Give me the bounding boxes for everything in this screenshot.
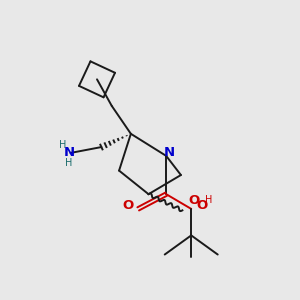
Text: O: O (188, 194, 199, 207)
Text: O: O (196, 200, 207, 212)
Text: H: H (205, 195, 213, 205)
Text: H: H (65, 158, 73, 168)
Text: O: O (122, 200, 134, 212)
Text: N: N (164, 146, 175, 159)
Text: H: H (59, 140, 67, 150)
Text: N: N (64, 146, 75, 159)
